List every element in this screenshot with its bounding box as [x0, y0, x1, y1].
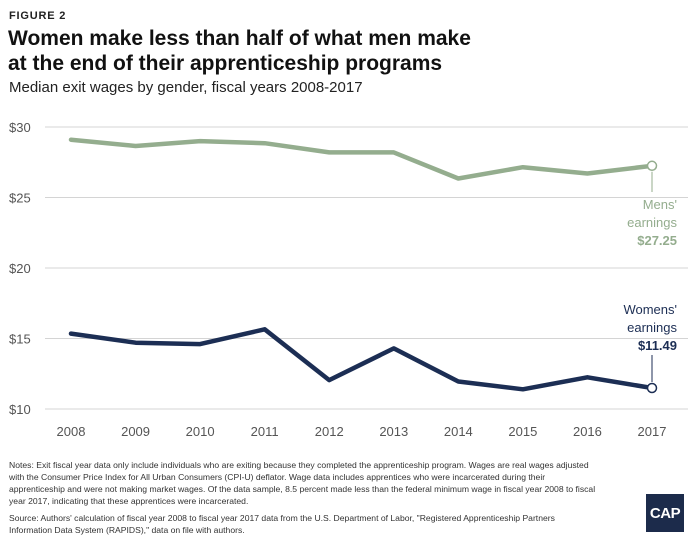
chart-subtitle: Median exit wages by gender, fiscal year…	[9, 79, 363, 96]
x-tick-label: 2015	[508, 424, 537, 439]
chart-notes: Notes: Exit fiscal year data only includ…	[9, 460, 596, 506]
y-tick-label: $20	[9, 261, 31, 276]
series-label: earnings	[627, 215, 677, 230]
series-end-point	[646, 160, 658, 172]
x-tick-label: 2010	[186, 424, 215, 439]
y-tick-label: $30	[9, 120, 31, 135]
series-line-0	[68, 137, 655, 181]
cap-logo: CAP	[646, 494, 684, 532]
x-tick-label: 2013	[379, 424, 408, 439]
chart-source: Source: Authors' calculation of fiscal y…	[9, 513, 555, 535]
figure-label: FIGURE 2	[9, 10, 67, 22]
y-tick-label: $15	[9, 332, 31, 347]
series-label: Womens'	[623, 302, 677, 317]
series-line-1	[68, 327, 655, 392]
y-tick-label: $25	[9, 191, 31, 206]
series-end-value-label: $11.49	[638, 338, 677, 353]
y-tick-label: $10	[9, 402, 31, 417]
series-end-point	[646, 382, 658, 394]
series-label: Mens'	[643, 197, 677, 212]
x-tick-label: 2009	[121, 424, 150, 439]
x-tick-label: 2011	[251, 424, 279, 439]
x-tick-label: 2008	[57, 424, 86, 439]
x-tick-label: 2016	[573, 424, 602, 439]
series-label: earnings	[627, 320, 677, 335]
x-tick-label: 2012	[315, 424, 344, 439]
line-chart: $10 $15 $20 $25 $30 2008 2009 2010 2011 2012 2013 2…	[9, 120, 688, 439]
chart-title: Women make less than half of what men ma…	[8, 27, 471, 75]
series-end-value-label: $27.25	[637, 233, 677, 248]
x-tick-label: 2017	[638, 424, 667, 439]
x-tick-label: 2014	[444, 424, 473, 439]
